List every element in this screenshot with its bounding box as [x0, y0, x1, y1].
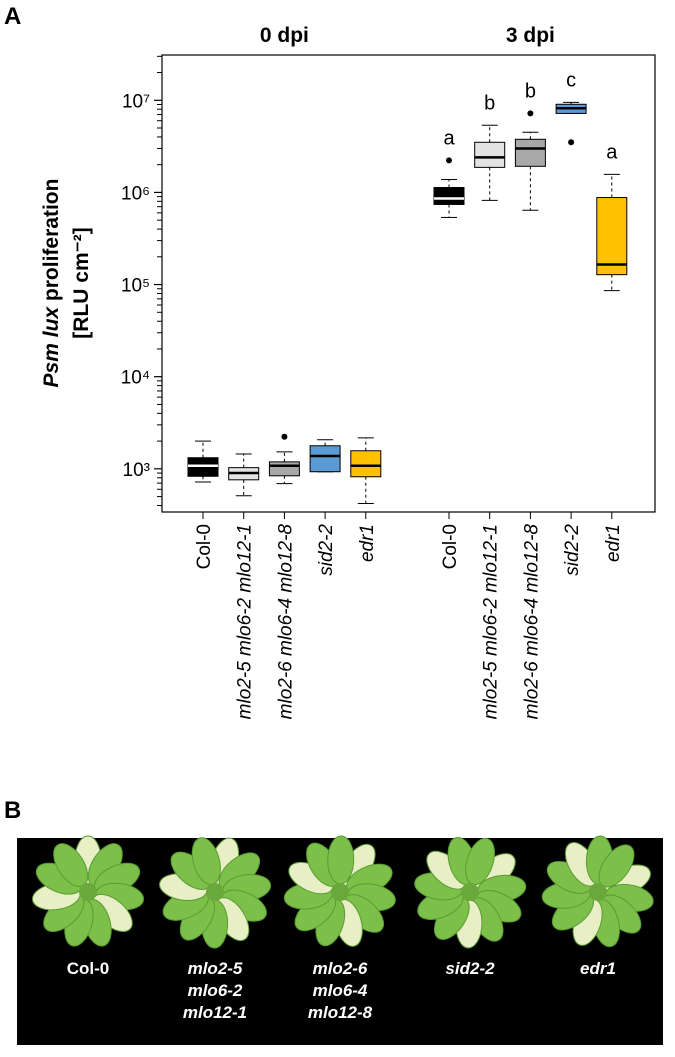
- significance-letter: c: [566, 69, 576, 91]
- rosette-center: [589, 883, 607, 901]
- box: [433, 187, 465, 205]
- rosette-center: [461, 883, 479, 901]
- plant-label: mlo6-2: [188, 981, 243, 1000]
- y-tick-label: 10⁵: [121, 276, 150, 297]
- x-tick-label: mlo2-5 mlo6-2 mlo12-1: [481, 524, 502, 719]
- plant-label: Col-0: [67, 959, 110, 978]
- y-tick-label: 10³: [123, 460, 150, 481]
- box: [474, 141, 506, 168]
- plant-label: mlo6-4: [313, 981, 368, 1000]
- x-tick-label: mlo2-5 mlo6-2 mlo12-1: [235, 524, 256, 719]
- plot-frame: [161, 54, 656, 513]
- plant-label: edr1: [580, 959, 616, 978]
- x-tick-label: mlo2-6 mlo6-4 mlo12-8: [275, 524, 296, 720]
- plant-label: mlo2-6: [313, 959, 368, 978]
- outlier: [527, 110, 534, 117]
- plant-label: mlo12-1: [183, 1003, 247, 1022]
- group-title: 0 dpi: [260, 24, 309, 47]
- box: [350, 450, 382, 478]
- significance-letter: b: [525, 80, 536, 102]
- outlier: [568, 139, 575, 146]
- outlier: [446, 157, 452, 164]
- x-tick-label: sid2-2: [562, 524, 583, 576]
- x-tick-label: Col-0: [440, 524, 461, 569]
- rosette-center: [331, 883, 349, 901]
- box: [596, 197, 628, 276]
- y-axis-label: Psm lux proliferation: [40, 179, 63, 388]
- outlier: [281, 433, 288, 440]
- panel-label: B: [4, 797, 21, 824]
- x-tick-label: edr1: [357, 524, 378, 562]
- y-tick-label: 10⁷: [122, 91, 150, 112]
- group-title: 3 dpi: [506, 24, 555, 47]
- box: [309, 445, 341, 473]
- y-axis-label-unit: [RLU cm⁻²]: [70, 227, 93, 338]
- y-tick-label: 10⁶: [121, 183, 150, 204]
- leaf: [327, 835, 355, 885]
- plant-label: mlo2-5: [188, 959, 243, 978]
- y-tick-label: 10⁴: [121, 368, 150, 389]
- box: [268, 461, 300, 477]
- box: [187, 457, 219, 477]
- plant-label: sid2-2: [445, 959, 495, 978]
- x-tick-label: sid2-2: [316, 524, 337, 576]
- significance-letter: a: [606, 141, 618, 163]
- plant-label: mlo12-8: [308, 1003, 373, 1022]
- rosette-center: [79, 883, 97, 901]
- significance-letter: b: [484, 92, 495, 114]
- x-tick-label: mlo2-6 mlo6-4 mlo12-8: [521, 524, 542, 720]
- box: [514, 138, 546, 167]
- x-tick-label: edr1: [603, 524, 624, 562]
- x-tick-label: Col-0: [194, 524, 215, 569]
- significance-letter: a: [443, 127, 455, 149]
- panel-label: A: [4, 3, 21, 30]
- rosette-center: [206, 883, 224, 901]
